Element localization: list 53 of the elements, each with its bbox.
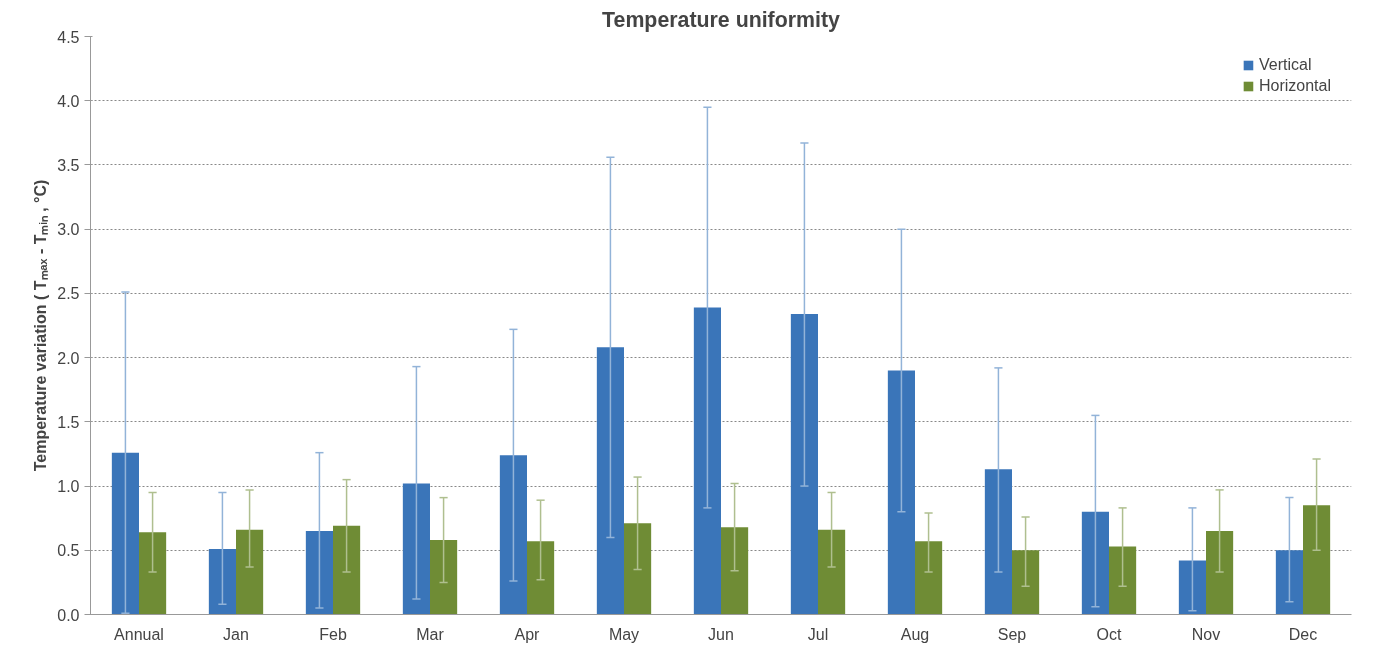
y-tick-label: 4.5 <box>57 28 80 46</box>
bar <box>333 525 361 615</box>
bar <box>596 347 624 615</box>
bar <box>208 548 236 615</box>
x-tick-label: May <box>608 625 640 643</box>
y-tick-label: 4.0 <box>57 92 80 110</box>
x-tick-label: Feb <box>319 625 347 643</box>
chart-title: Temperature uniformity <box>602 7 841 32</box>
x-tick-label: Annual <box>114 625 164 643</box>
bar <box>527 541 555 615</box>
y-tick-label: 0.5 <box>57 542 80 560</box>
y-tick-label: 2.5 <box>57 285 80 303</box>
bar <box>1206 531 1234 615</box>
y-tick-label: 1.5 <box>57 413 80 431</box>
x-tick-label: Jul <box>807 625 829 643</box>
bar <box>305 531 333 615</box>
y-tick-label: 0.0 <box>57 606 80 624</box>
bar <box>139 532 167 615</box>
bar <box>984 469 1012 615</box>
bar <box>499 455 527 615</box>
legend-label: Vertical <box>1258 56 1312 74</box>
y-tick-label: 2.0 <box>57 349 80 367</box>
y-tick-label: 3.0 <box>57 221 80 239</box>
bar <box>915 541 943 615</box>
bar <box>818 529 846 615</box>
bar <box>887 370 915 615</box>
x-tick-label: Sep <box>997 625 1027 643</box>
bar <box>1012 550 1040 615</box>
x-tick-label: Aug <box>900 625 930 643</box>
bar <box>790 313 818 615</box>
y-tick-label: 3.5 <box>57 156 80 174</box>
x-tick-label: Jan <box>223 625 249 643</box>
bar <box>1081 511 1109 615</box>
x-tick-label: Jun <box>708 625 734 643</box>
x-tick-label: Dec <box>1288 625 1318 643</box>
y-axis-title: Temperature variation ( Tₘₐₓ - Tₘᵢₙ , °C) <box>32 179 50 472</box>
legend-label: Horizontal <box>1258 77 1331 95</box>
x-tick-label: Mar <box>416 625 445 643</box>
x-tick-label: Oct <box>1096 625 1122 643</box>
bar <box>402 483 430 615</box>
bar <box>236 529 264 615</box>
y-tick-label: 1.0 <box>57 478 80 496</box>
x-tick-label: Apr <box>514 625 541 643</box>
bar <box>1275 550 1303 615</box>
bar <box>430 540 458 615</box>
x-tick-label: Nov <box>1191 625 1221 643</box>
bar <box>1303 505 1331 615</box>
bar <box>111 452 139 615</box>
bar <box>721 527 749 615</box>
bar <box>1178 560 1206 615</box>
bar <box>693 307 721 615</box>
bar <box>1109 546 1137 615</box>
bar <box>624 523 652 615</box>
